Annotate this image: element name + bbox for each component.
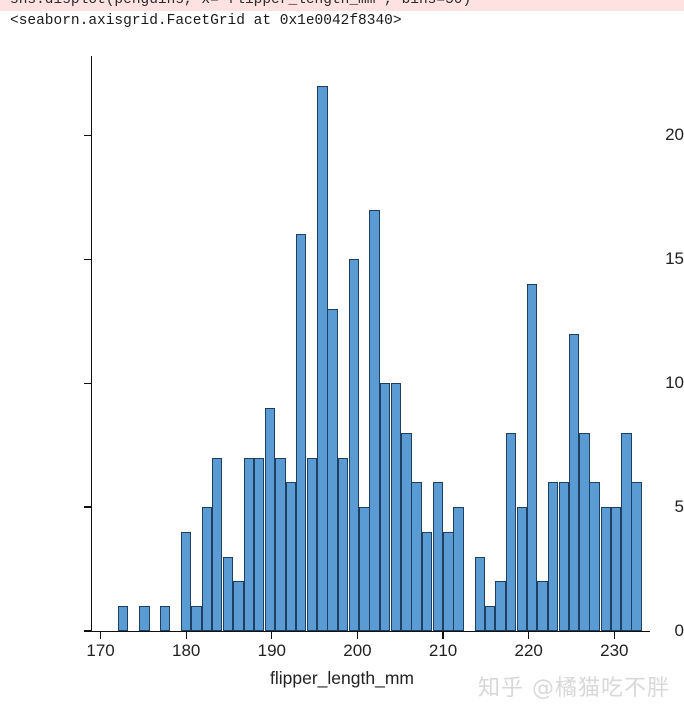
histogram-bar <box>453 507 464 631</box>
histogram-bar <box>401 432 412 631</box>
facetgrid-repr-output: <seaborn.axisgrid.FacetGrid at 0x1e0042f… <box>10 13 402 29</box>
y-axis-spine <box>91 56 93 632</box>
histogram-bar <box>264 407 276 631</box>
x-tick-label-200: 200 <box>343 641 372 660</box>
histogram-bar <box>421 531 433 631</box>
histogram-bar <box>485 606 496 631</box>
x-tick-190 <box>271 632 273 639</box>
histogram-bar <box>243 457 254 631</box>
plot-area <box>92 56 642 631</box>
y-tick-20 <box>84 134 91 136</box>
histogram-bar <box>537 581 548 631</box>
histogram-bar <box>443 531 454 631</box>
x-tick-230 <box>613 632 615 639</box>
x-axis-label: flipper_length_mm <box>270 668 414 688</box>
histogram-bar <box>181 531 192 631</box>
histogram-bar <box>390 383 402 631</box>
x-tick-170 <box>99 632 102 639</box>
histogram-bar <box>547 482 558 631</box>
histogram-figure: Count flipper_length_mm 0 5 10 15 20 170 180 1… <box>0 34 684 716</box>
y-tick-0 <box>84 630 91 632</box>
histogram-bar <box>600 507 612 631</box>
y-tick-15 <box>84 258 91 260</box>
x-tick-200 <box>356 632 359 639</box>
histogram-bar <box>223 556 234 631</box>
histogram-bar <box>317 85 328 631</box>
histogram-bar <box>505 432 516 631</box>
histogram-bar <box>474 556 486 631</box>
watermark: 知乎 @橘猫吃不胖 <box>478 676 670 701</box>
histogram-bar <box>159 606 171 631</box>
histogram-bar <box>139 606 150 631</box>
code-highlight-strip: sns.displot(penguins, x="flipper_length_… <box>0 0 684 11</box>
y-tick-label-15: 15 <box>665 249 684 269</box>
y-tick-label-10: 10 <box>665 373 684 393</box>
histogram-bar <box>610 507 622 631</box>
y-axis-label: Count <box>0 300 4 348</box>
y-tick-label-20: 20 <box>665 125 684 145</box>
histogram-bar <box>253 457 265 631</box>
x-axis-spine <box>91 631 650 633</box>
histogram-bar <box>285 482 296 631</box>
histogram-bar <box>359 507 370 631</box>
histogram-bar <box>306 457 318 631</box>
histogram-bar <box>411 482 422 631</box>
histogram-bar <box>191 606 202 631</box>
histogram-bar <box>211 457 223 631</box>
histogram-bar <box>275 457 286 631</box>
histogram-bar <box>558 482 570 631</box>
histogram-bar <box>631 482 642 631</box>
x-tick-label-220: 220 <box>514 641 543 660</box>
x-tick-label-210: 210 <box>428 641 458 660</box>
histogram-bar <box>117 606 129 631</box>
histogram-bar <box>516 507 528 631</box>
histogram-bar <box>337 457 349 631</box>
histogram-bar <box>201 507 213 631</box>
y-tick-10 <box>84 382 91 384</box>
code-line-text: sns.displot(penguins, x="flipper_length_… <box>10 0 472 8</box>
x-tick-label-190: 190 <box>257 641 286 660</box>
histogram-bar <box>432 482 444 631</box>
histogram-bar <box>568 333 580 631</box>
histogram-bar <box>621 432 632 631</box>
histogram-bar <box>526 284 538 631</box>
x-tick-210 <box>442 632 444 639</box>
y-tick-5 <box>84 506 91 508</box>
y-tick-label-5: 5 <box>674 497 684 517</box>
histogram-bar <box>495 581 506 631</box>
x-tick-label-230: 230 <box>600 641 629 660</box>
x-tick-label-170: 170 <box>86 641 115 660</box>
histogram-bar <box>348 259 360 631</box>
y-tick-label-0: 0 <box>674 621 684 640</box>
histogram-bar <box>327 308 338 631</box>
x-tick-180 <box>185 632 187 639</box>
histogram-bar <box>379 383 391 631</box>
histogram-bar <box>579 432 590 631</box>
histogram-bar <box>295 234 307 631</box>
x-tick-220 <box>528 632 530 639</box>
histogram-bar <box>233 581 244 631</box>
histogram-bar <box>589 482 600 631</box>
histogram-bar <box>369 209 380 631</box>
x-tick-label-180: 180 <box>172 641 201 660</box>
